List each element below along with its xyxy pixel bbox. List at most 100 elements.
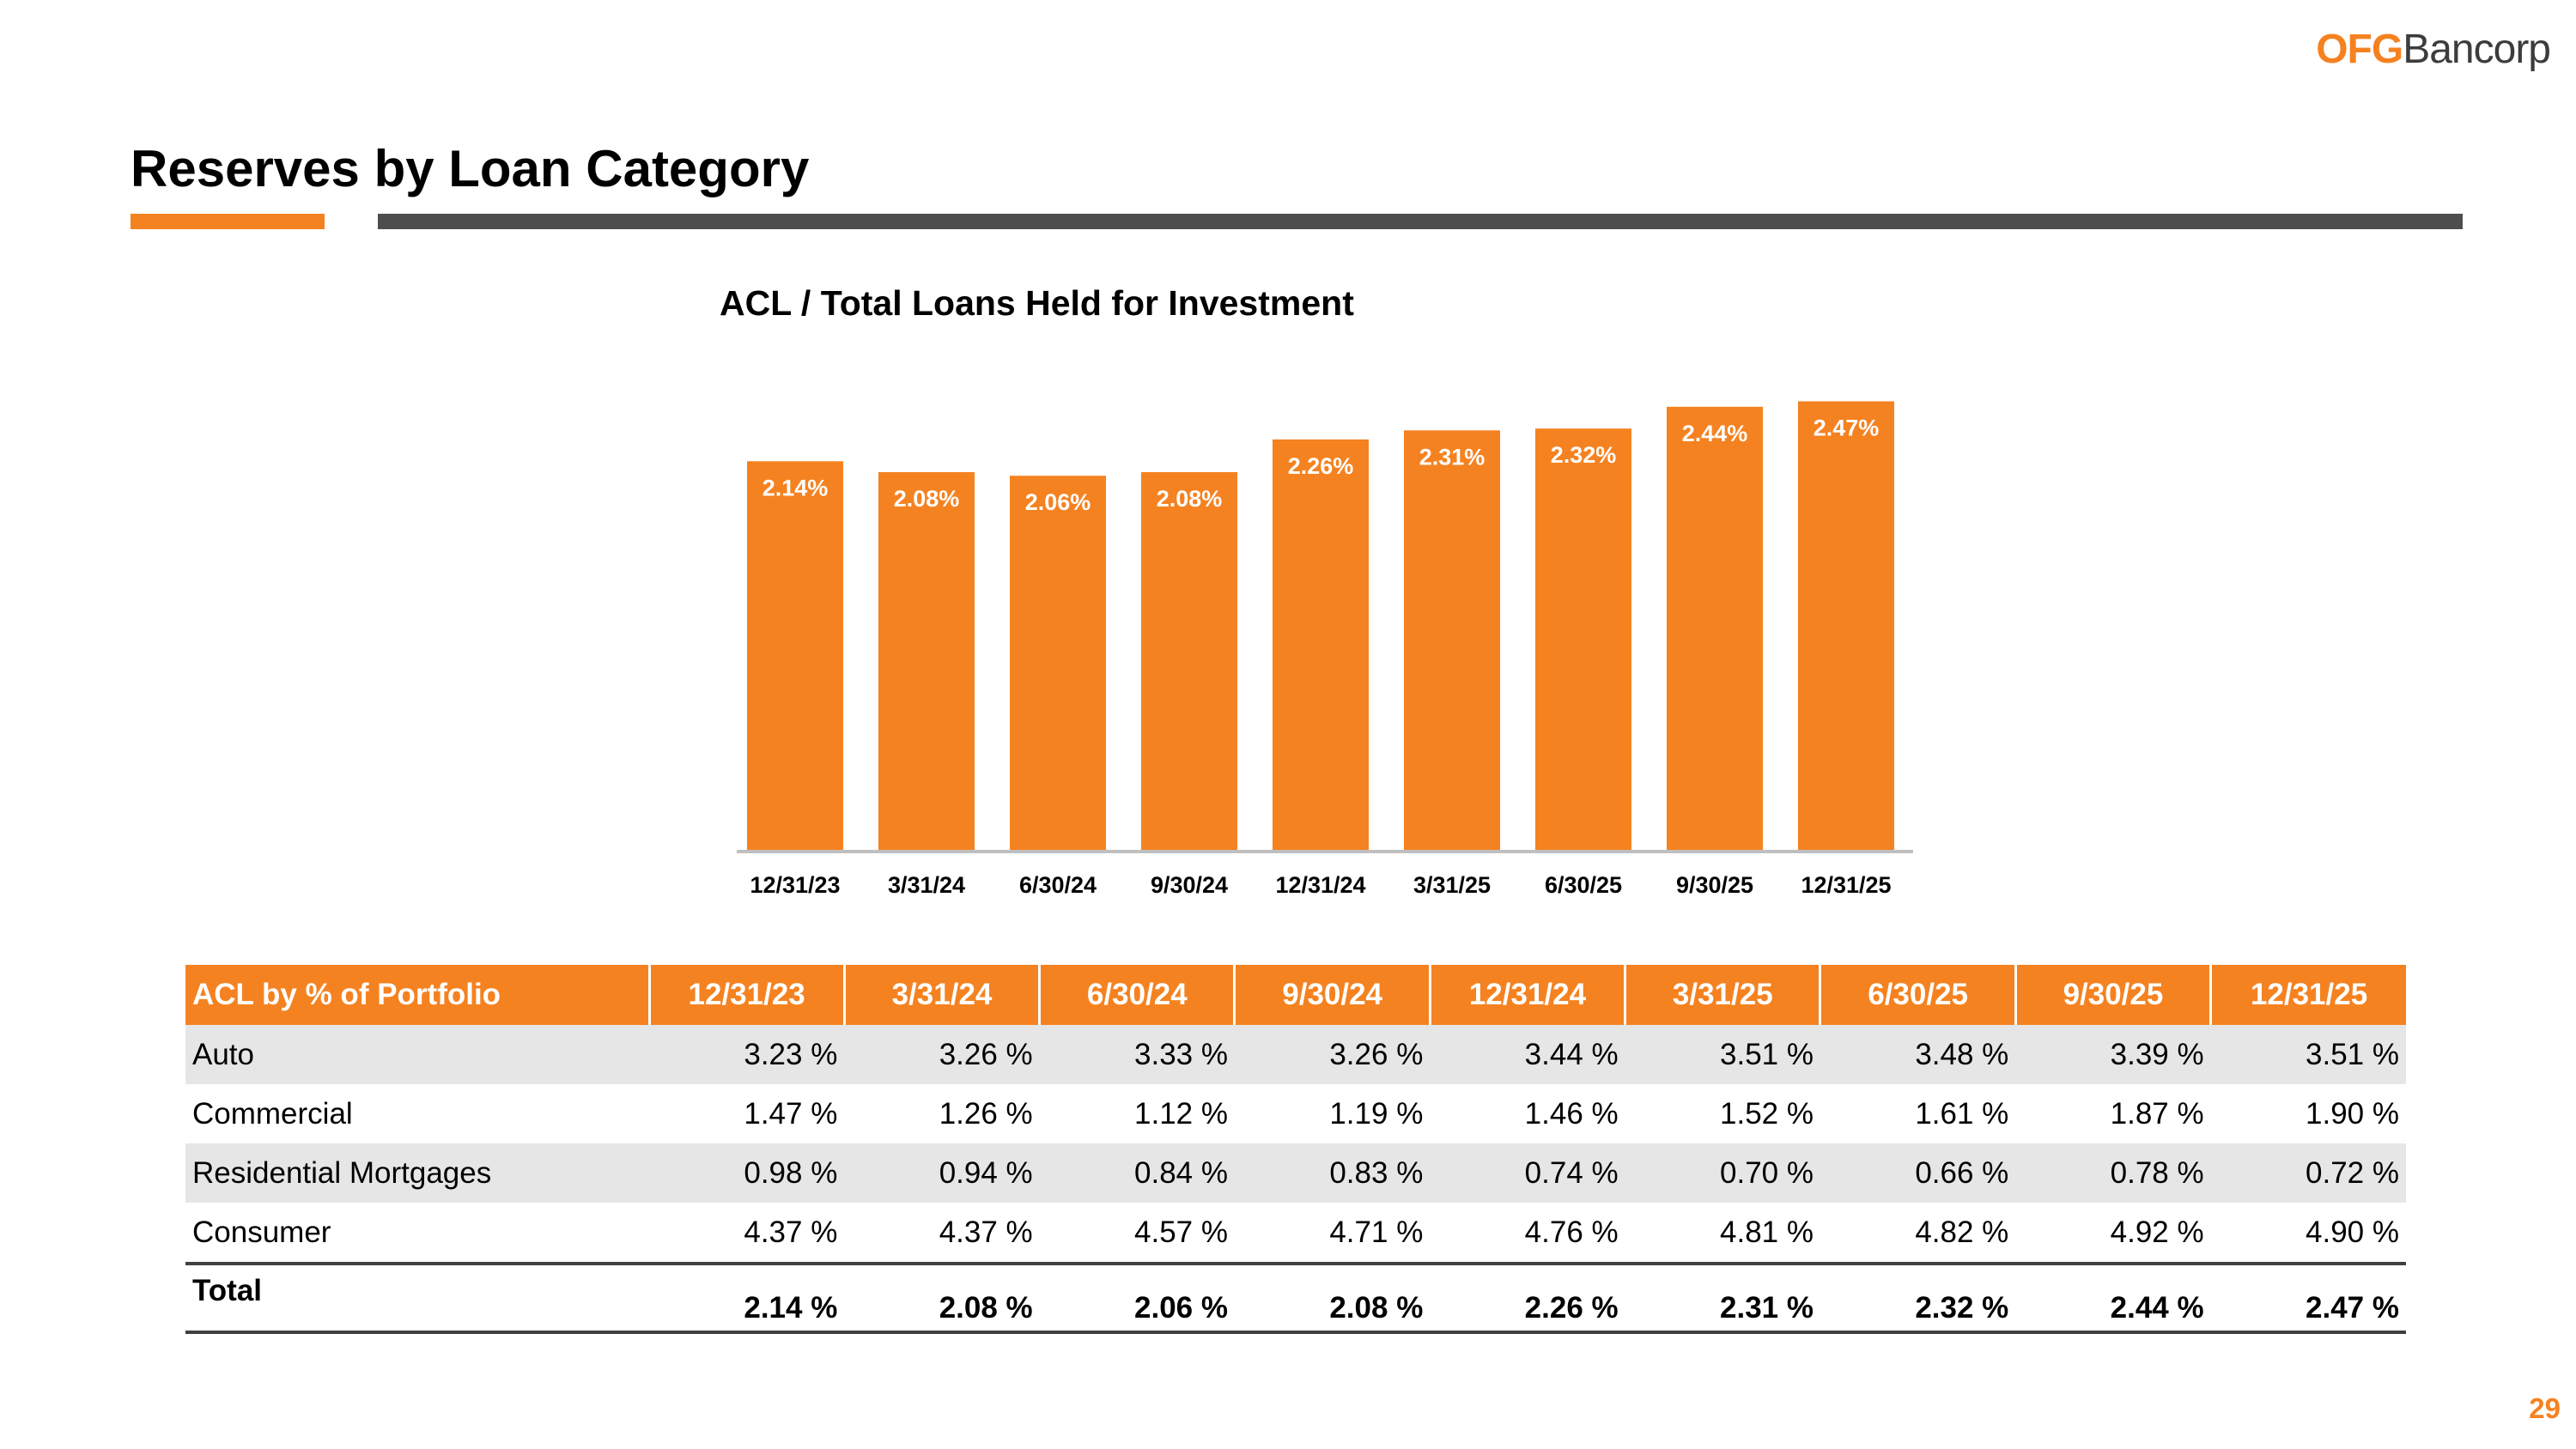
table-cell: 0.83 %: [1234, 1143, 1431, 1203]
acl-portfolio-table: ACL by % of Portfolio 12/31/23 3/31/24 6/3…: [185, 965, 2406, 1334]
total-cell: 2.31 %: [1625, 1262, 1820, 1334]
table-row: Consumer 4.37 % 4.37 % 4.57 % 4.71 % 4.76 % 4.…: [185, 1203, 2406, 1264]
total-cell: 2.47 %: [2210, 1262, 2406, 1334]
table-cell: 4.37 %: [744, 1215, 838, 1249]
row-label: Auto: [185, 1025, 649, 1084]
x-tick-label: 9/30/24: [1151, 872, 1228, 898]
table-cell: 0.84 %: [1039, 1143, 1235, 1203]
table-cell: 4.71 %: [1329, 1215, 1424, 1249]
acl-bar-chart: 2.14% 12/31/23 2.08% 3/31/24 2.06% 6/30/24 2.0…: [737, 401, 1913, 898]
table-row: Residential Mortgages 0.98 % 0.94 % 0.84 % 0…: [185, 1143, 2406, 1203]
table-cell: 1.26 %: [939, 1096, 1033, 1131]
table-cell: 4.37 %: [939, 1215, 1033, 1249]
total-label: Total: [185, 1262, 649, 1334]
bar-data-label: 2.06%: [1025, 489, 1091, 515]
x-tick-label: 3/31/24: [888, 872, 965, 898]
table-cell: 0.94 %: [844, 1143, 1040, 1203]
ofg-bancorp-logo: OFGBancorp: [2316, 27, 2551, 72]
bar: [1141, 472, 1237, 850]
table-cell: 0.78 %: [2015, 1143, 2211, 1203]
row-label: Residential Mortgages: [185, 1143, 649, 1203]
bar-data-label: 2.31%: [1419, 444, 1485, 470]
bar: [1010, 476, 1106, 850]
table-header-col: 6/30/24: [1038, 965, 1235, 1025]
table-cell: 4.76 %: [1524, 1215, 1619, 1249]
table-cell: 1.90 %: [2306, 1096, 2399, 1131]
total-cell: 2.08 %: [1234, 1262, 1431, 1334]
table-cell: 1.61 %: [1915, 1096, 2009, 1131]
table-cell: 1.87 %: [2110, 1096, 2204, 1131]
x-tick-label: 6/30/24: [1019, 872, 1097, 898]
row-label: Commercial: [192, 1096, 353, 1131]
table-body: Auto 3.23 % 3.26 % 3.33 % 3.26 % 3.44 % 3.51 %…: [185, 1025, 2406, 1334]
logo-bancorp-text: Bancorp: [2403, 27, 2551, 72]
total-cell: 2.08 %: [844, 1262, 1040, 1334]
row-label: Consumer: [192, 1215, 331, 1249]
table-row: Commercial 1.47 % 1.26 % 1.12 % 1.19 % 1.46 %…: [185, 1084, 2406, 1143]
table-cell: 3.51 %: [2210, 1025, 2406, 1084]
bar-data-label: 2.47%: [1814, 415, 1880, 441]
table-header-col: 9/30/24: [1233, 965, 1431, 1025]
x-tick-label: 9/30/25: [1676, 872, 1753, 898]
table-cell: 3.51 %: [1625, 1025, 1820, 1084]
table-cell: 4.81 %: [1720, 1215, 1814, 1249]
table-cell: 3.48 %: [1820, 1025, 2016, 1084]
table-cell: 4.57 %: [1134, 1215, 1228, 1249]
bar-data-label: 2.14%: [762, 475, 829, 500]
table-header-row: ACL by % of Portfolio 12/31/23 3/31/24 6/3…: [185, 965, 2406, 1025]
page-title: Reserves by Loan Category: [131, 140, 810, 197]
page-number: 29: [2529, 1392, 2561, 1424]
total-cell: 2.14 %: [649, 1262, 845, 1334]
bar-data-label: 2.08%: [1157, 486, 1223, 512]
table-cell: 3.26 %: [844, 1025, 1040, 1084]
table-cell: 1.52 %: [1720, 1096, 1814, 1131]
table-header-col: 6/30/25: [1819, 965, 2016, 1025]
table-cell: 1.46 %: [1524, 1096, 1619, 1131]
x-tick-label: 12/31/25: [1801, 872, 1891, 898]
table-total-row: Total 2.14 % 2.08 % 2.06 % 2.08 % 2.26 % 2.31 …: [185, 1262, 2406, 1334]
x-tick-label: 6/30/25: [1545, 872, 1622, 898]
bar: [1667, 406, 1763, 850]
bar-data-label: 2.26%: [1288, 453, 1354, 479]
table-cell: 0.66 %: [1820, 1143, 2016, 1203]
bar: [747, 461, 843, 850]
bar-data-label: 2.08%: [894, 486, 960, 512]
logo-ofg-text: OFG: [2316, 27, 2403, 72]
table-header-col: 3/31/24: [842, 965, 1040, 1025]
table-header-col: 12/31/25: [2209, 965, 2406, 1025]
table-cell: 4.90 %: [2306, 1215, 2399, 1249]
total-cell: 2.32 %: [1820, 1262, 2016, 1334]
table-cell: 0.98 %: [649, 1143, 845, 1203]
table-cell: 1.12 %: [1134, 1096, 1228, 1131]
table-cell: 3.44 %: [1430, 1025, 1625, 1084]
table-header-col: 12/31/24: [1428, 965, 1625, 1025]
bar: [878, 472, 975, 850]
table-cell: 1.47 %: [744, 1096, 838, 1131]
bar: [1404, 430, 1500, 850]
title-underline-accent: [131, 214, 325, 229]
table-cell: 4.92 %: [2110, 1215, 2204, 1249]
table-header-label: ACL by % of Portfolio: [185, 965, 649, 1025]
title-underline-rule: [378, 214, 2463, 229]
bar: [1798, 401, 1894, 850]
x-tick-label: 12/31/23: [750, 872, 840, 898]
table-cell: 3.23 %: [649, 1025, 845, 1084]
table-cell: 3.33 %: [1039, 1025, 1235, 1084]
table-cell: 0.74 %: [1430, 1143, 1625, 1203]
table-header-col: 9/30/25: [2014, 965, 2211, 1025]
bar-data-label: 2.44%: [1682, 421, 1748, 446]
table-header-col: 12/31/23: [647, 965, 845, 1025]
bar-data-label: 2.32%: [1551, 442, 1617, 468]
table-header-col: 3/31/25: [1624, 965, 1820, 1025]
x-tick-label: 12/31/24: [1275, 872, 1365, 898]
bar: [1273, 439, 1369, 850]
bar: [1535, 428, 1631, 850]
chart-title: ACL / Total Loans Held for Investment: [720, 283, 1354, 323]
table-cell: 4.82 %: [1915, 1215, 2009, 1249]
table-row: Auto 3.23 % 3.26 % 3.33 % 3.26 % 3.44 % 3.51 %…: [185, 1025, 2406, 1084]
total-cell: 2.44 %: [2015, 1262, 2211, 1334]
x-tick-label: 3/31/25: [1413, 872, 1491, 898]
table-cell: 0.70 %: [1625, 1143, 1820, 1203]
table-cell: 3.26 %: [1234, 1025, 1431, 1084]
table-cell: 1.19 %: [1329, 1096, 1424, 1131]
